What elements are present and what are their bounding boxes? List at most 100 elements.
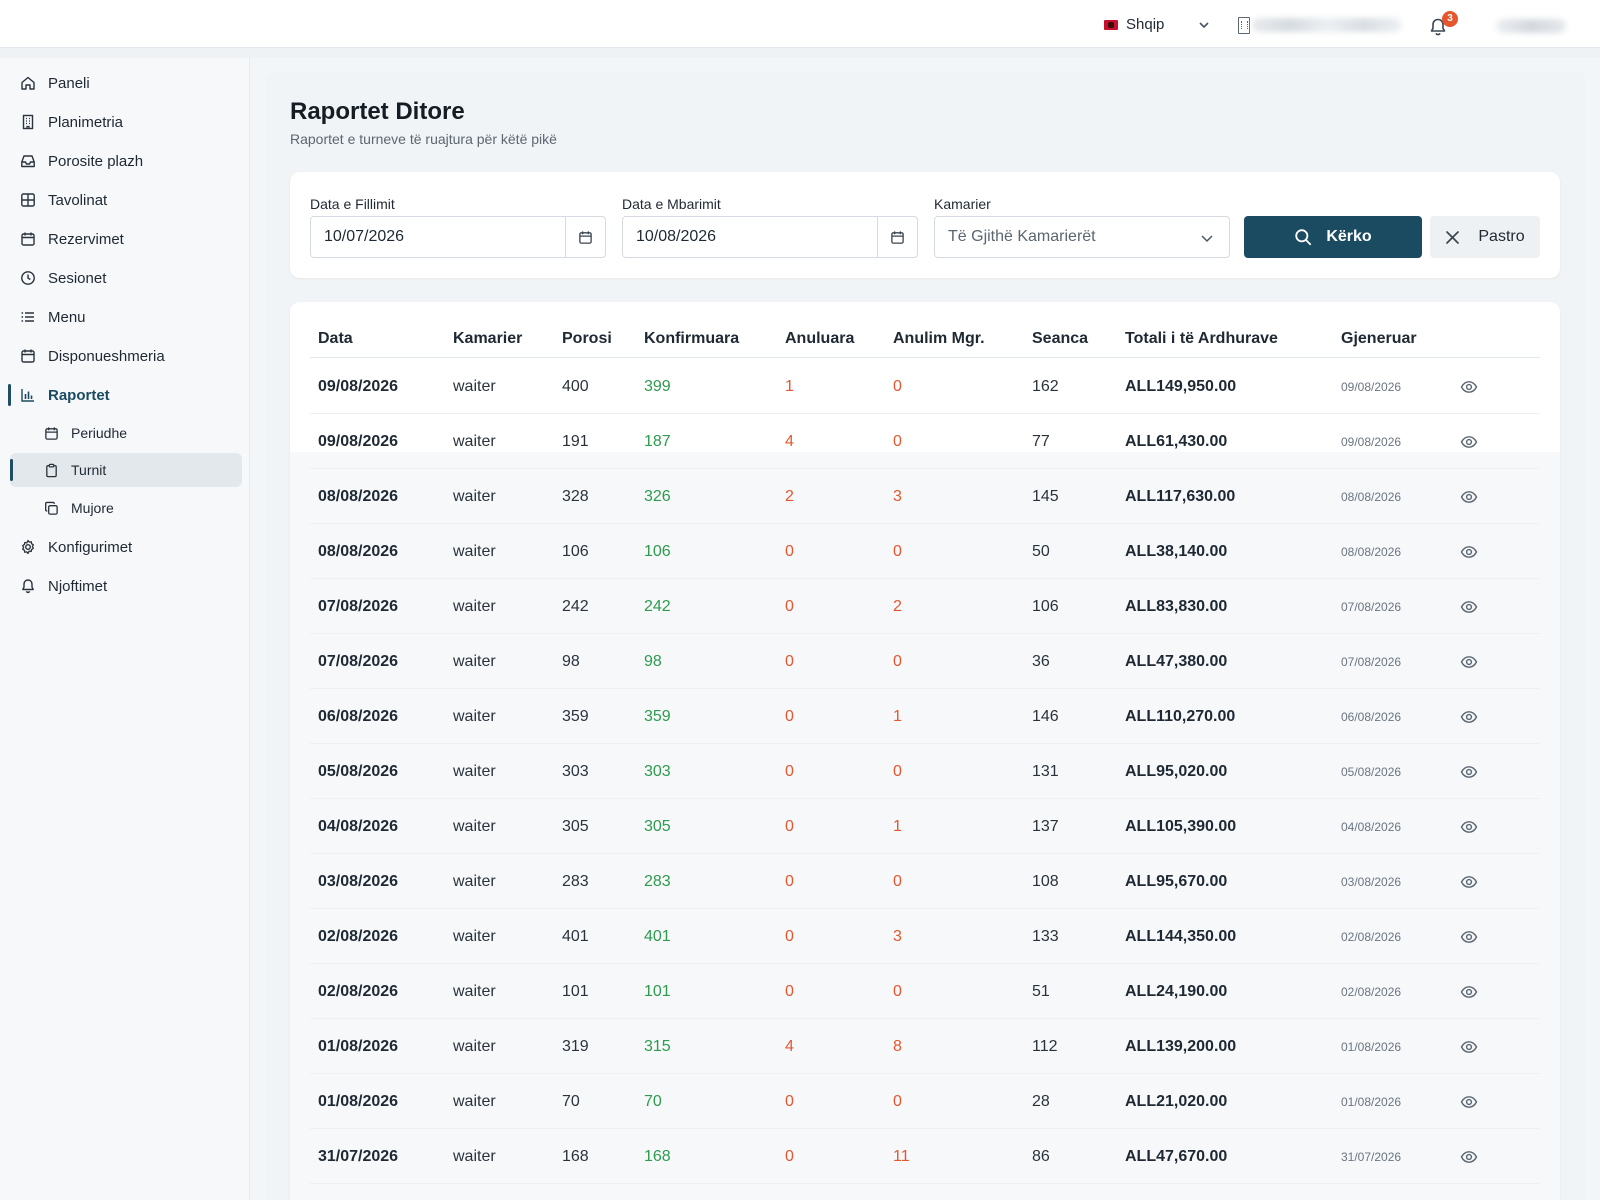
cell-confirmed: 106 [644,543,671,560]
copy-icon [45,501,58,515]
cell-date: 02/08/2026 [318,928,399,945]
cell-confirmed: 98 [644,653,662,670]
cell-confirmed: 305 [644,818,671,835]
header-waiter[interactable]: Kamarier [453,330,523,347]
sidebar-item-planimetria[interactable]: Planimetria [10,105,242,139]
header-total-revenue[interactable]: Totali i të Ardhurave [1125,330,1278,347]
end-date-calendar-button[interactable] [877,217,917,257]
sidebar-item-label: Mujore [71,500,114,516]
cell-sessions: 50 [1032,543,1050,560]
sidebar-item-label: Periudhe [71,425,128,441]
sidebar-item-paneli[interactable]: Paneli [10,66,242,100]
cell-manager-cancel: 2 [893,598,902,615]
clear-button[interactable]: Pastro [1430,216,1540,258]
header-generated[interactable]: Gjeneruar [1341,330,1417,347]
view-report-eye-icon[interactable] [1460,433,1478,451]
sidebar-item-tavolinat[interactable]: Tavolinat [10,183,242,217]
gear-icon [22,539,34,555]
notification-bell-icon[interactable] [1428,17,1448,37]
cell-manager-cancel: 0 [893,873,902,890]
cell-confirmed: 70 [644,1093,662,1110]
waiter-select[interactable]: Të Gjithë Kamarierët [934,216,1230,258]
cell-cancelled: 0 [785,873,794,890]
cell-confirmed: 399 [644,378,671,395]
cell-generated: 07/08/2026 [1341,655,1402,669]
sidebar-item-konfigurimet[interactable]: Konfigurimet [10,530,242,564]
header-orders[interactable]: Porosi [562,330,612,347]
sidebar-item-njoftimet[interactable]: Njoftimet [10,569,242,603]
search-button-label: Kërko [1326,228,1372,245]
sidebar-item-raportet[interactable]: Raportet [8,378,242,412]
cell-total-revenue: ALL47,670.00 [1125,1148,1228,1165]
sidebar-item-menu[interactable]: Menu [10,300,242,334]
header-date[interactable]: Data [318,330,353,347]
start-date-calendar-button[interactable] [565,217,605,257]
view-report-eye-icon[interactable] [1460,818,1478,836]
view-report-eye-icon[interactable] [1460,378,1478,396]
sidebar-item-label: Disponueshmeria [48,347,165,365]
table-row: 04/08/2026 waiter 305 305 0 1 137 ALL105,390.00… [310,799,1540,854]
view-report-eye-icon[interactable] [1460,488,1478,506]
view-report-eye-icon[interactable] [1460,653,1478,671]
table-row: 08/08/2026 waiter 106 106 0 0 50 ALL38,140.00 08… [310,524,1540,579]
view-report-eye-icon[interactable] [1460,873,1478,891]
waiter-select-value: Të Gjithë Kamarierët [948,228,1096,245]
bar-chart-icon [21,389,34,402]
cell-orders: 328 [562,488,589,505]
sidebar-item-turnit[interactable]: Turnit [10,453,242,487]
header-cancelled[interactable]: Anuluara [785,330,855,347]
calendar-icon [45,426,58,440]
sidebar-item-rezervimet[interactable]: Rezervimet [10,222,242,256]
cell-sessions: 77 [1032,433,1050,450]
user-menu[interactable] [1496,19,1566,33]
cell-manager-cancel: 0 [893,543,902,560]
cell-date: 03/08/2026 [318,873,399,890]
header-manager-cancel[interactable]: Anulim Mgr. [893,330,985,347]
view-report-eye-icon[interactable] [1460,543,1478,561]
cell-generated: 08/08/2026 [1341,545,1402,559]
view-report-eye-icon[interactable] [1460,708,1478,726]
sidebar-item-label: Rezervimet [48,230,124,248]
view-report-eye-icon[interactable] [1460,1093,1478,1111]
view-report-eye-icon[interactable] [1460,598,1478,616]
calendar-icon [21,349,35,363]
sidebar-item-sesionet[interactable]: Sesionet [10,261,242,295]
cell-total-revenue: ALL110,270.00 [1125,708,1236,725]
cell-manager-cancel: 11 [893,1148,910,1165]
calendar-icon [579,230,592,244]
sidebar-item-label: Menu [48,308,86,326]
cell-date: 04/08/2026 [318,818,399,835]
cell-manager-cancel: 0 [893,433,902,450]
start-date-input[interactable]: 10/07/2026 [310,216,606,258]
view-report-eye-icon[interactable] [1460,763,1478,781]
search-button[interactable]: Kërko [1244,216,1422,258]
cell-manager-cancel: 1 [893,708,902,725]
cell-total-revenue: ALL47,380.00 [1125,653,1228,670]
cell-cancelled: 4 [785,433,794,450]
cell-orders: 319 [562,1038,589,1055]
sidebar-item-mujore[interactable]: Mujore [34,491,242,525]
cell-manager-cancel: 1 [893,818,902,835]
end-date-input[interactable]: 10/08/2026 [622,216,918,258]
table-header: Data Kamarier Porosi Konfirmuara Anuluar… [310,302,1540,358]
language-selector[interactable]: Shqip [1104,16,1210,33]
sidebar-item-porosite-plazh[interactable]: Porosite plazh [10,144,242,178]
cell-cancelled: 0 [785,763,794,780]
sidebar-item-periudhe[interactable]: Periudhe [34,416,242,450]
cell-manager-cancel: 3 [893,488,902,505]
table-row: 01/08/2026 waiter 319 315 4 8 112 ALL139,200.00… [310,1019,1540,1074]
cell-orders: 242 [562,598,589,615]
cell-generated: 03/08/2026 [1341,875,1402,889]
cell-sessions: 36 [1032,653,1050,670]
view-report-eye-icon[interactable] [1460,983,1478,1001]
cell-total-revenue: ALL95,020.00 [1125,763,1228,780]
view-report-eye-icon[interactable] [1460,1038,1478,1056]
header-sessions[interactable]: Seanca [1032,330,1089,347]
header-confirmed[interactable]: Konfirmuara [644,330,740,347]
page-title: Raportet Ditore [290,98,465,125]
sidebar-item-disponueshmeria[interactable]: Disponueshmeria [10,339,242,373]
venue-selector[interactable] [1252,18,1402,32]
view-report-eye-icon[interactable] [1460,928,1478,946]
view-report-eye-icon[interactable] [1460,1148,1478,1166]
cell-generated: 07/08/2026 [1341,600,1402,614]
